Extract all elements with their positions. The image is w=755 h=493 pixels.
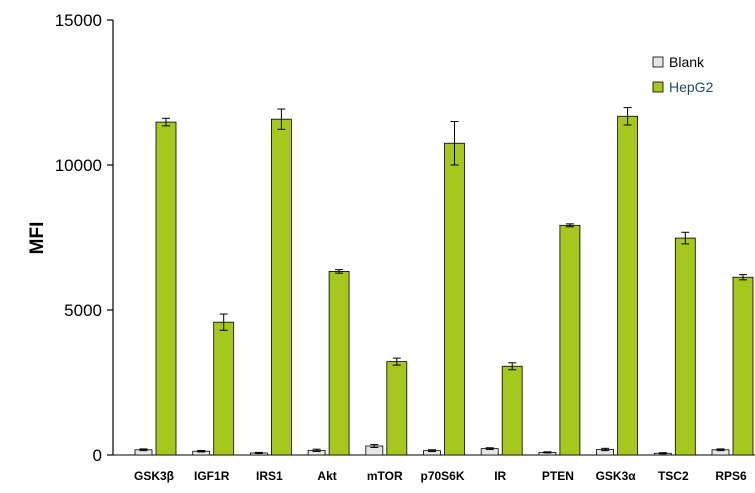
bar-hepg2 <box>444 142 465 456</box>
y-axis-title: MFI <box>27 222 48 255</box>
x-category-label: PTEN <box>542 469 574 483</box>
x-category-label: TSC2 <box>658 469 689 483</box>
y-tick-label: 15000 <box>55 11 102 30</box>
y-tick-label: 0 <box>93 446 102 465</box>
legend-swatch-hepg2 <box>652 81 664 93</box>
bar-hepg2 <box>328 271 350 456</box>
x-category-label: IGF1R <box>194 469 230 483</box>
bar-hepg2 <box>270 118 292 456</box>
x-category-label: mTOR <box>367 469 403 483</box>
x-category-label: IR <box>494 469 506 483</box>
bar-hepg2 <box>559 224 581 456</box>
x-category-label: GSK3α <box>596 469 637 483</box>
bar-hepg2 <box>213 321 235 456</box>
bar-hepg2 <box>732 276 754 456</box>
x-category-label: RPS6 <box>715 469 747 483</box>
y-tick-label: 10000 <box>55 156 102 175</box>
legend-label-blank: Blank <box>669 54 705 70</box>
x-category-label: p70S6K <box>420 469 464 483</box>
x-category-label: IRS1 <box>256 469 283 483</box>
x-category-label: Akt <box>317 469 336 483</box>
bar-hepg2 <box>386 361 408 456</box>
bar-hepg2 <box>501 365 523 456</box>
legend-swatch-blank <box>652 56 664 68</box>
y-tick-label: 5000 <box>64 301 102 320</box>
x-category-label: GSK3β <box>134 469 174 483</box>
legend-label-hepg2: HepG2 <box>669 79 714 95</box>
bar-hepg2 <box>617 115 638 456</box>
bar-hepg2 <box>155 121 177 456</box>
bar-hepg2 <box>674 237 696 456</box>
